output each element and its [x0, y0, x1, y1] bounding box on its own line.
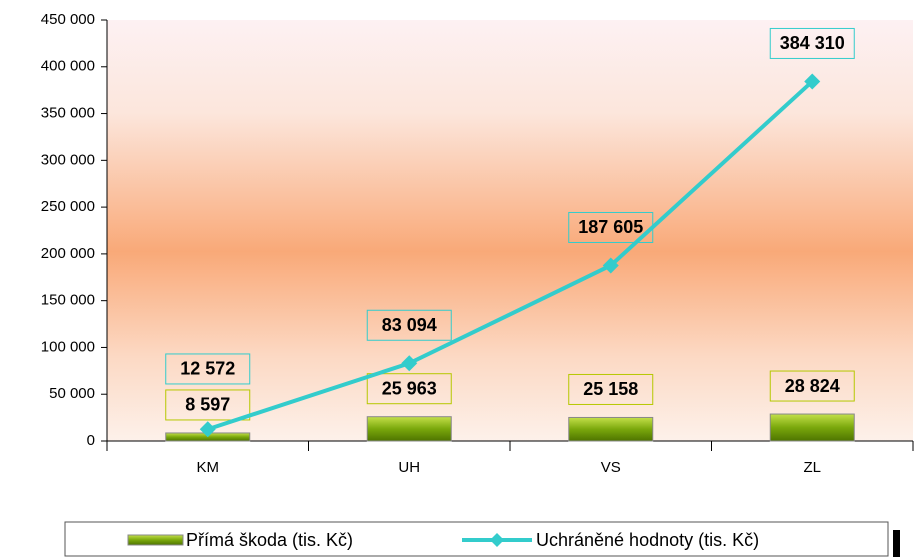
y-tick-label: 300 000	[41, 151, 95, 168]
legend-shadow	[893, 530, 900, 557]
y-tick-label: 400 000	[41, 58, 95, 75]
y-tick-label: 150 000	[41, 292, 95, 309]
line-marker	[199, 421, 216, 438]
line-label: 187 605	[578, 217, 643, 237]
y-tick-label: 450 000	[41, 11, 95, 28]
line-marker	[401, 355, 418, 372]
bar-label: 8 597	[185, 395, 230, 415]
bar-label-box	[769, 370, 855, 402]
line-marker	[804, 73, 821, 90]
x-tick-label: UH	[398, 459, 420, 476]
y-tick-label: 200 000	[41, 245, 95, 262]
line-label: 12 572	[180, 359, 235, 379]
line-label: 83 094	[382, 315, 437, 335]
x-tick-label: ZL	[803, 459, 821, 476]
bar	[366, 416, 452, 442]
bar-label-box	[165, 389, 251, 421]
y-tick-label: 0	[87, 432, 95, 449]
y-tick-label: 350 000	[41, 105, 95, 122]
bar-label: 25 158	[583, 379, 638, 399]
legend-label: Přímá škoda (tis. Kč)	[186, 530, 353, 550]
line-label-box	[165, 353, 251, 385]
line-marker	[602, 257, 619, 274]
bar-label-box	[568, 373, 654, 405]
line-label-box	[568, 211, 654, 243]
legend-marker	[490, 533, 504, 547]
bar	[769, 413, 855, 442]
line-label: 384 310	[780, 33, 845, 53]
y-tick-label: 50 000	[49, 385, 95, 402]
line	[207, 79, 814, 432]
bar-label: 28 824	[785, 376, 840, 396]
line-label-box	[366, 309, 452, 341]
y-tick-label: 100 000	[41, 338, 95, 355]
legend-label: Uchráněné hodnoty (tis. Kč)	[536, 530, 759, 550]
x-tick-label: VS	[601, 459, 621, 476]
legend-swatch	[127, 534, 184, 546]
bar	[568, 416, 654, 442]
line-label-box	[769, 27, 855, 59]
bar-label: 25 963	[382, 378, 437, 398]
x-tick-label: KM	[197, 459, 220, 476]
bar-label-box	[366, 373, 452, 405]
y-tick-label: 250 000	[41, 198, 95, 215]
